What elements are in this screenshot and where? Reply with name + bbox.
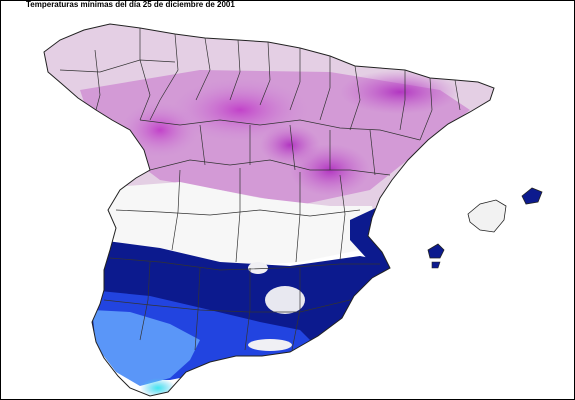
zone-very-cold-5: [260, 125, 320, 165]
map-title: Temperaturas mínimas del día 25 de dicie…: [26, 0, 235, 9]
island-mallorca: [467, 199, 507, 233]
balearic-islands: [427, 187, 543, 269]
zone-sierra-nevada: [265, 286, 305, 314]
island-menorca: [521, 187, 543, 205]
zone-very-cold-2: [170, 78, 310, 142]
zone-warmest-cyan: [140, 378, 176, 396]
zone-sierra-2: [248, 339, 292, 351]
island-formentera: [431, 261, 441, 269]
island-ibiza: [427, 243, 445, 259]
peninsula-outline: [43, 23, 495, 397]
zone-very-cold-4: [120, 102, 200, 158]
province-borders: [59, 28, 461, 351]
zone-neutral-white: [100, 182, 380, 266]
zone-warmer-light-blue: [92, 310, 200, 386]
zone-sierra-3: [248, 262, 268, 274]
zone-very-cold-1: [340, 70, 460, 114]
